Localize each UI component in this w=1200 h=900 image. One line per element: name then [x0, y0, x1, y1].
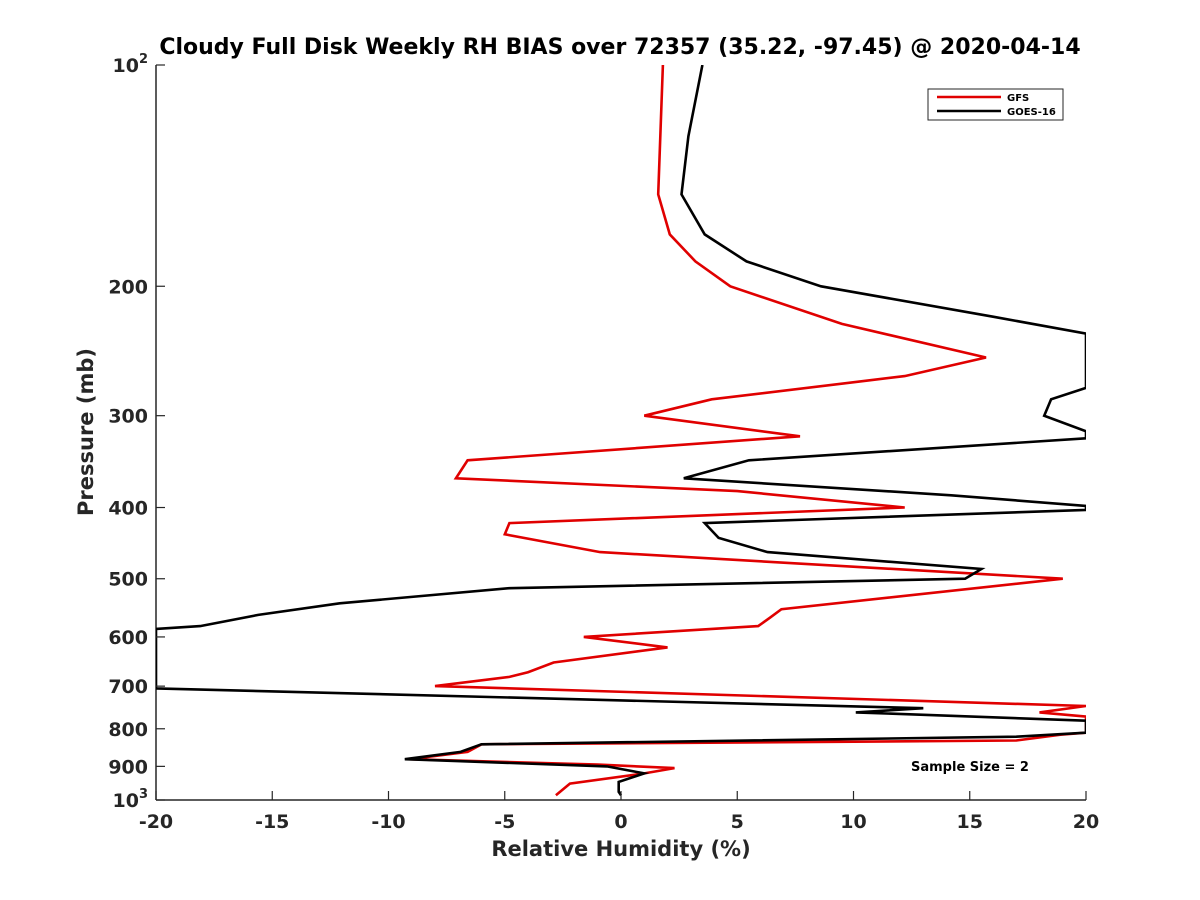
series-line-gfs	[409, 65, 1086, 797]
x-tick-label: -15	[255, 811, 289, 833]
x-tick-label: 0	[614, 811, 627, 833]
y-tick-label: 102	[113, 52, 149, 77]
y-tick-label: 400	[108, 498, 148, 520]
series-layer	[156, 65, 1086, 797]
y-axis-label: Pressure (mb)	[74, 348, 98, 516]
x-tick-label: 20	[1073, 811, 1099, 833]
x-tick-label: -5	[494, 811, 515, 833]
legend-label-goes16: GOES-16	[1007, 107, 1056, 118]
x-axis-ticks: -20 -15 -10 -5 0 5 10 15 20	[139, 791, 1099, 833]
x-tick-label: 5	[731, 811, 744, 833]
y-tick-label: 600	[108, 627, 148, 649]
sample-size-annotation: Sample Size = 2	[911, 760, 1029, 775]
y-axis-ticks: 102 200 300 400 500 600 700 800 900 103	[108, 52, 165, 812]
plot-area: -20 -15 -10 -5 0 5 10 15 20 102 200 300 400 500 600 70…	[108, 52, 1099, 833]
x-tick-label: 10	[840, 811, 866, 833]
x-tick-label: -20	[139, 811, 173, 833]
series-line-goes16	[156, 65, 1086, 796]
x-axis-label: Relative Humidity (%)	[491, 837, 750, 861]
y-tick-label: 900	[108, 756, 148, 778]
legend: GFS GOES-16	[927, 88, 1064, 121]
y-tick-label: 800	[108, 719, 148, 741]
y-tick-label: 700	[108, 676, 148, 698]
chart-title: Cloudy Full Disk Weekly RH BIAS over 723…	[159, 35, 1080, 60]
y-tick-label: 500	[108, 569, 148, 591]
legend-box	[927, 88, 1064, 121]
y-tick-label: 300	[108, 406, 148, 428]
y-tick-label: 103	[113, 787, 149, 812]
x-tick-label: 15	[957, 811, 983, 833]
y-tick-label: 200	[108, 276, 148, 298]
x-tick-label: -10	[371, 811, 405, 833]
legend-label-gfs: GFS	[1007, 93, 1029, 104]
